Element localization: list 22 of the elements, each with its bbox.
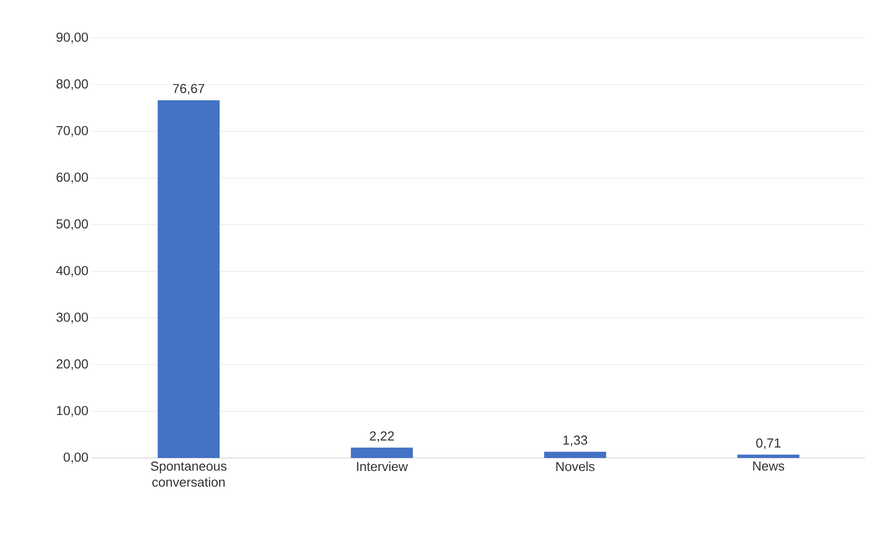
data-label: 1,33 (563, 436, 588, 446)
data-label: 76,67 (173, 84, 204, 95)
y-tick-label: 90,00 (56, 32, 88, 44)
data-label: 0,71 (756, 438, 780, 450)
y-tick-label: 20,00 (56, 359, 88, 370)
data-label: 2,22 (370, 431, 394, 442)
bar (544, 452, 606, 458)
bar (737, 454, 800, 458)
y-tick-label: 80,00 (56, 79, 88, 90)
bar (350, 448, 413, 458)
y-tick-label: 40,00 (56, 266, 88, 277)
y-tick-label: 60,00 (56, 172, 88, 184)
y-tick-label: 30,00 (56, 312, 88, 324)
y-tick-label: 10,00 (56, 406, 88, 417)
x-tick-label: News (753, 462, 784, 471)
x-tick-label: Spontaneous conversation (150, 462, 226, 487)
y-tick-label: 70,00 (56, 126, 88, 137)
y-tick-label: 0,00 (64, 452, 88, 464)
bar (158, 100, 220, 458)
y-tick-label: 50,00 (56, 219, 88, 230)
x-tick-label: Interview (357, 462, 408, 472)
x-tick-label: Novels (556, 462, 595, 472)
